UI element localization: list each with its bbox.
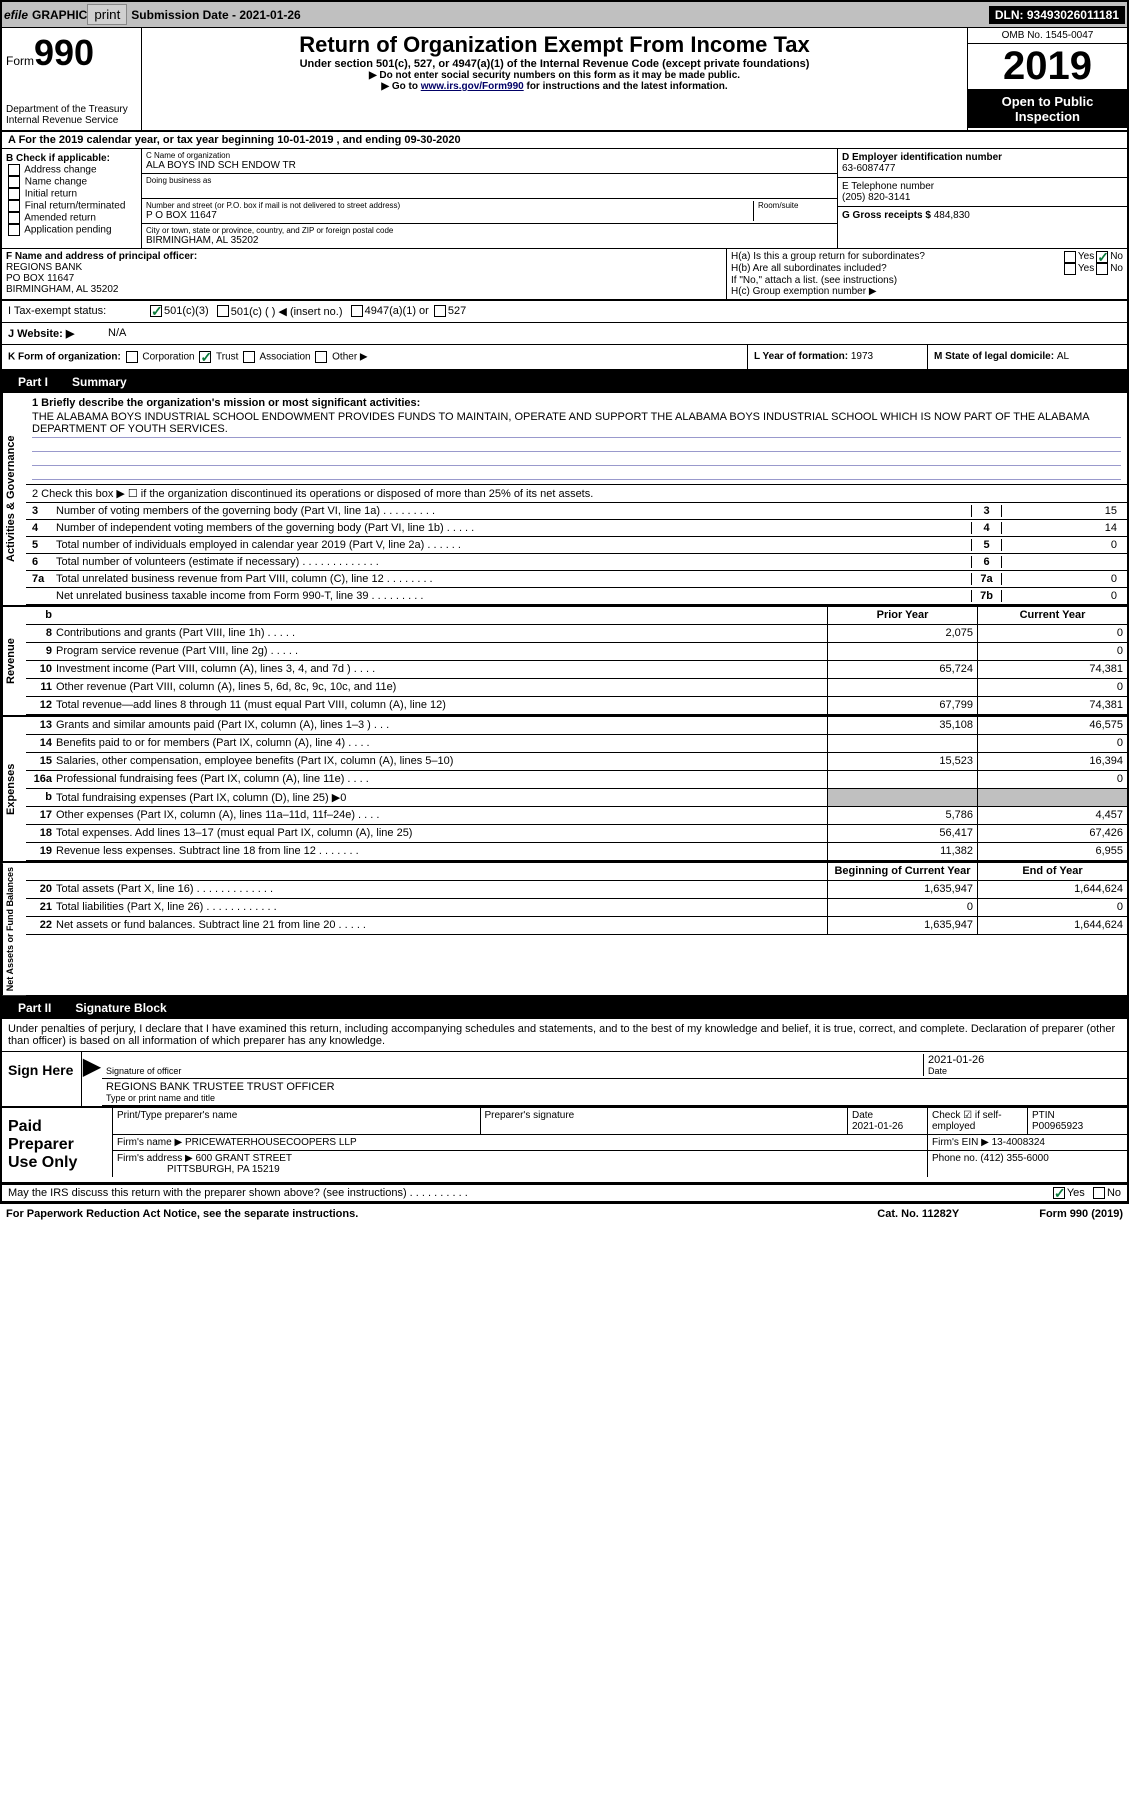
line-2: 2 Check this box ▶ ☐ if the organization… xyxy=(26,485,1127,503)
section-b-c-d: B Check if applicable: Address change Na… xyxy=(2,149,1127,249)
submission-label: Submission Date - 2021-01-26 xyxy=(131,8,300,22)
org-name: ALA BOYS IND SCH ENDOW TR xyxy=(146,160,296,171)
fin-row: 19Revenue less expenses. Subtract line 1… xyxy=(26,843,1127,861)
ag-row: 4Number of independent voting members of… xyxy=(26,520,1127,537)
graphic-label: GRAPHIC xyxy=(32,8,87,22)
header-mid: Return of Organization Exempt From Incom… xyxy=(142,28,967,130)
fin-row: 15Salaries, other compensation, employee… xyxy=(26,753,1127,771)
fin-row: 18Total expenses. Add lines 13–17 (must … xyxy=(26,825,1127,843)
inspection-label: Open to Public Inspection xyxy=(968,90,1127,128)
dln-label: DLN: 93493026011181 xyxy=(989,6,1125,24)
row-klm: K Form of organization: Corporation Trus… xyxy=(2,345,1127,371)
part-i-header: Part ISummary xyxy=(2,371,1127,393)
arrow-icon: ▶ xyxy=(82,1052,102,1106)
phone: (205) 820-3141 xyxy=(842,192,910,203)
na-header: Beginning of Current Year End of Year xyxy=(26,863,1127,881)
mission-text: THE ALABAMA BOYS INDUSTRIAL SCHOOL ENDOW… xyxy=(32,409,1121,438)
part-ii-header: Part IISignature Block xyxy=(2,997,1127,1019)
form-subtitle: Under section 501(c), 527, or 4947(a)(1)… xyxy=(146,58,963,70)
fin-row: 12Total revenue—add lines 8 through 11 (… xyxy=(26,697,1127,715)
fin-row: 20Total assets (Part X, line 16) . . . .… xyxy=(26,881,1127,899)
col-d-e-g: D Employer identification number63-60874… xyxy=(837,149,1127,248)
ag-row: 6Total number of volunteers (estimate if… xyxy=(26,554,1127,571)
paid-preparer-row: Paid Preparer Use Only Print/Type prepar… xyxy=(2,1106,1127,1184)
ag-row: 3Number of voting members of the governi… xyxy=(26,503,1127,520)
officer-name: REGIONS BANK TRUSTEE TRUST OFFICER xyxy=(106,1081,1123,1093)
ein: 63-6087477 xyxy=(842,163,895,174)
header-right: OMB No. 1545-0047 2019 Open to Public In… xyxy=(967,28,1127,130)
part-i-expenses: Expenses 13Grants and similar amounts pa… xyxy=(2,717,1127,863)
website: N/A xyxy=(108,327,126,340)
form-container: efile GRAPHIC print Submission Date - 20… xyxy=(0,0,1129,1204)
sidelabel-exp: Expenses xyxy=(2,717,26,861)
ag-row: 5Total number of individuals employed in… xyxy=(26,537,1127,554)
part-i-netassets: Net Assets or Fund Balances Beginning of… xyxy=(2,863,1127,997)
fin-row: 16aProfessional fundraising fees (Part I… xyxy=(26,771,1127,789)
signature-block: Under penalties of perjury, I declare th… xyxy=(2,1019,1127,1202)
fin-header: b Prior Year Current Year xyxy=(26,607,1127,625)
sidelabel-ag: Activities & Governance xyxy=(2,393,26,605)
page-footer: For Paperwork Reduction Act Notice, see … xyxy=(0,1204,1129,1224)
header-left: Form990 Department of the Treasury Inter… xyxy=(2,28,142,130)
discuss-row: May the IRS discuss this return with the… xyxy=(2,1184,1127,1202)
irs-link[interactable]: www.irs.gov/Form990 xyxy=(421,81,524,92)
col-b-checkboxes: B Check if applicable: Address change Na… xyxy=(2,149,142,248)
fin-row: 11Other revenue (Part VIII, column (A), … xyxy=(26,679,1127,697)
fin-row: 22Net assets or fund balances. Subtract … xyxy=(26,917,1127,935)
col-h-group: H(a) Is this a group return for subordin… xyxy=(727,249,1127,299)
fin-row: 9Program service revenue (Part VIII, lin… xyxy=(26,643,1127,661)
section-f-h: F Name and address of principal officer:… xyxy=(2,249,1127,300)
ag-row: 7aTotal unrelated business revenue from … xyxy=(26,571,1127,588)
row-a-tax-year: A For the 2019 calendar year, or tax yea… xyxy=(2,132,1127,149)
dept-label: Department of the Treasury Internal Reve… xyxy=(6,104,137,126)
sidelabel-na: Net Assets or Fund Balances xyxy=(2,863,26,995)
fin-row: bTotal fundraising expenses (Part IX, co… xyxy=(26,789,1127,807)
col-c-org-info: C Name of organizationALA BOYS IND SCH E… xyxy=(142,149,837,248)
fin-row: 17Other expenses (Part IX, column (A), l… xyxy=(26,807,1127,825)
part-i-revenue: Revenue b Prior Year Current Year 8Contr… xyxy=(2,607,1127,717)
org-city: BIRMINGHAM, AL 35202 xyxy=(146,235,258,246)
fin-row: 13Grants and similar amounts paid (Part … xyxy=(26,717,1127,735)
ag-row: Net unrelated business taxable income fr… xyxy=(26,588,1127,605)
org-address: P O BOX 11647 xyxy=(146,210,217,221)
declaration-text: Under penalties of perjury, I declare th… xyxy=(2,1019,1127,1051)
fin-row: 10Investment income (Part VIII, column (… xyxy=(26,661,1127,679)
sidelabel-rev: Revenue xyxy=(2,607,26,715)
fin-row: 21Total liabilities (Part X, line 26) . … xyxy=(26,899,1127,917)
form-header: Form990 Department of the Treasury Inter… xyxy=(2,28,1127,132)
row-j-website: J Website: ▶ N/A xyxy=(2,323,1127,345)
col-f-officer: F Name and address of principal officer:… xyxy=(2,249,727,299)
gross-receipts: 484,830 xyxy=(934,210,970,221)
efile-label: efile xyxy=(4,8,28,22)
firm-name: PRICEWATERHOUSECOOPERS LLP xyxy=(185,1137,357,1148)
print-button[interactable]: print xyxy=(87,4,127,25)
form-note2: ▶ Go to www.irs.gov/Form990 for instruct… xyxy=(146,81,963,92)
omb-label: OMB No. 1545-0047 xyxy=(968,28,1127,44)
topbar: efile GRAPHIC print Submission Date - 20… xyxy=(2,2,1127,28)
sign-here-row: Sign Here ▶ Signature of officer2021-01-… xyxy=(2,1051,1127,1106)
mission-block: 1 Briefly describe the organization's mi… xyxy=(26,393,1127,485)
form-title: Return of Organization Exempt From Incom… xyxy=(146,32,963,58)
fin-row: 14Benefits paid to or for members (Part … xyxy=(26,735,1127,753)
row-i-tax-status: I Tax-exempt status: 501(c)(3) 501(c) ( … xyxy=(2,300,1127,323)
tax-year: 2019 xyxy=(968,44,1127,90)
part-i-ag: Activities & Governance 1 Briefly descri… xyxy=(2,393,1127,607)
form-note1: ▶ Do not enter social security numbers o… xyxy=(146,70,963,81)
fin-row: 8Contributions and grants (Part VIII, li… xyxy=(26,625,1127,643)
